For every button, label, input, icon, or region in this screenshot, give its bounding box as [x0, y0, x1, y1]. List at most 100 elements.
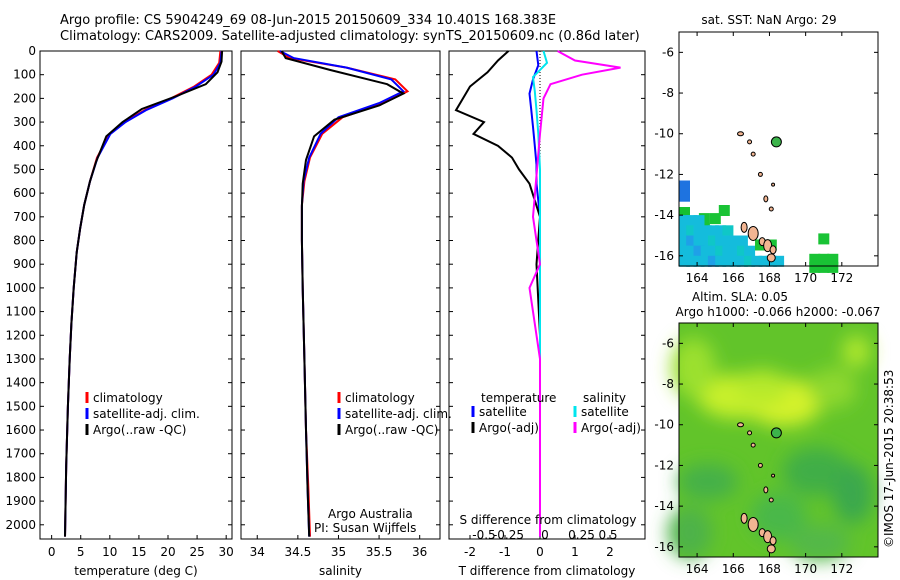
- y-tick-label-8: 800: [13, 234, 36, 248]
- sst-cell-25: [736, 235, 748, 247]
- sst-map-xtick-label-2: 168: [758, 271, 781, 285]
- diff-legend-2-label: satellite: [581, 405, 629, 419]
- sla-blob-6: [782, 447, 851, 496]
- y-tick-label-11: 1100: [5, 305, 36, 319]
- y-tick-label-19: 1900: [5, 494, 36, 508]
- sst-cell-44: [736, 255, 748, 267]
- sst-map-xtick-label-3: 170: [794, 271, 817, 285]
- y-tick-label-1: 100: [13, 68, 36, 82]
- sla-blob-3: [671, 337, 716, 398]
- sla-map-island-6: [740, 512, 748, 524]
- y-tick-label-5: 500: [13, 162, 36, 176]
- sla-map-island-12: [771, 473, 776, 478]
- difference-profile-xlabel: T difference from climatology: [458, 564, 636, 578]
- sla-blob-5: [842, 335, 871, 368]
- y-tick-label-2: 200: [13, 91, 36, 105]
- sla-map-ytick-label-3: -12: [654, 458, 674, 472]
- salinity-profile-xtick-label-4: 36: [412, 545, 427, 559]
- sst-map-island-4: [763, 195, 769, 203]
- temperature-profile-xtick-label-4: 20: [160, 545, 175, 559]
- difference-profile-series-1: [454, 50, 542, 537]
- sla-map-island-11: [766, 544, 776, 554]
- sst-map-frame: [678, 31, 879, 267]
- sst-cell-12: [693, 225, 705, 237]
- sst-cell-20: [700, 235, 712, 247]
- sla-map-ytick-label-1: -8: [662, 377, 674, 391]
- sst-map-ytick-label-5: -16: [654, 249, 674, 263]
- sst-cell-8: [686, 215, 698, 227]
- sst-cell-0: [679, 190, 690, 202]
- sst-cell-7: [679, 215, 690, 227]
- sst-cell-57: [818, 261, 830, 273]
- temp-legend-0-label: climatology: [93, 391, 163, 405]
- sst-cell-33: [729, 245, 741, 257]
- sst-map-ytick-label-0: -6: [662, 45, 674, 59]
- difference-profile-xtick-label-1: -1: [499, 545, 511, 559]
- sla-map-island-5: [768, 497, 774, 503]
- diff-x2tick-label-0: -0.5: [472, 528, 495, 542]
- temperature-profile-frame: [39, 50, 233, 540]
- sla-map-xtick-label-2: 168: [758, 562, 781, 576]
- y-tick-label-16: 1600: [5, 423, 36, 437]
- sla-map-subtitle: Argo h1000: -0.066 h2000: -0.067: [676, 305, 881, 319]
- sal-legend-1-label: satellite-adj. clim.: [345, 407, 452, 421]
- sla-map-island-7: [747, 516, 759, 532]
- sst-cell-18: [686, 235, 698, 247]
- sst-cell-45: [744, 255, 756, 267]
- sst-cell-54: [818, 253, 830, 265]
- sla-map-ytick-label-2: -10: [654, 418, 674, 432]
- sla-map-xtick-label-4: 172: [830, 562, 853, 576]
- sla-map-ytick-label-5: -16: [654, 540, 674, 554]
- difference-profile-xtick-label-3: 1: [571, 545, 579, 559]
- sst-cell-23: [722, 235, 734, 247]
- temperature-profile-xtick-label-3: 15: [131, 545, 146, 559]
- sst-cell-56: [809, 261, 821, 273]
- y-tick-label-17: 1700: [5, 447, 36, 461]
- sst-cell-39: [700, 255, 712, 267]
- sla-blob-10: [667, 506, 712, 559]
- sst-cell-43: [729, 255, 741, 267]
- plot-title-line2: Climatology: CARS2009. Satellite-adjuste…: [60, 29, 640, 44]
- y-tick-label-0: 0: [28, 44, 36, 58]
- sst-cell-5: [718, 205, 730, 216]
- sla-blobs: [667, 335, 873, 561]
- sla-map-island-3: [757, 462, 763, 468]
- sst-map-island-0: [737, 131, 745, 137]
- sst-map-island-12: [771, 182, 776, 187]
- difference-profile-xtick-label-2: 0: [536, 545, 544, 559]
- sst-cell-58: [827, 261, 839, 273]
- diff-x2label: S difference from climatology: [460, 513, 637, 527]
- diff-legend-title-salinity: salinity: [583, 391, 626, 405]
- sla-map-layer: [667, 323, 878, 561]
- sst-map-island-6: [740, 221, 748, 233]
- sla-map-island-10: [769, 536, 777, 546]
- sla-map-island-2: [750, 442, 756, 448]
- y-tick-label-10: 1000: [5, 281, 36, 295]
- sla-map-ytick-label-0: -6: [662, 336, 674, 350]
- y-tick-label-9: 900: [13, 257, 36, 271]
- diff-x2tick-label-3: 0.25: [568, 528, 595, 542]
- sst-cell-49: [773, 255, 785, 267]
- sst-map-ytick-label-4: -14: [654, 208, 674, 222]
- y-tick-label-13: 1300: [5, 352, 36, 366]
- plot-title-line1: Argo profile: CS 5904249_69 08-Jun-2015 …: [60, 13, 557, 28]
- sst-cell-46: [751, 255, 763, 267]
- sst-cell-53: [809, 253, 821, 265]
- sst-cell-4: [709, 213, 721, 225]
- sst-cell-16: [722, 225, 734, 237]
- difference-profile-xtick-label-0: -2: [464, 545, 476, 559]
- sla-map-island-4: [763, 486, 769, 494]
- sst-cell-27: [686, 245, 698, 257]
- sla-map-title: Altim. SLA: 0.05: [692, 290, 788, 304]
- temperature-profile-xtick-label-5: 25: [189, 545, 204, 559]
- sst-cell-29: [700, 245, 712, 257]
- salinity-profile-xtick-label-0: 34: [250, 545, 265, 559]
- sst-map-island-11: [766, 253, 776, 263]
- sla-blob-4: [808, 368, 857, 409]
- diff-legend-0-label: satellite: [479, 405, 527, 419]
- temperature-profile-xtick-label-1: 5: [77, 545, 85, 559]
- y-tick-label-6: 600: [13, 186, 36, 200]
- salinity-profile-xlabel: salinity: [319, 564, 362, 578]
- salinity-profile-xtick-label-2: 35: [331, 545, 346, 559]
- sst-cell-24: [729, 235, 741, 247]
